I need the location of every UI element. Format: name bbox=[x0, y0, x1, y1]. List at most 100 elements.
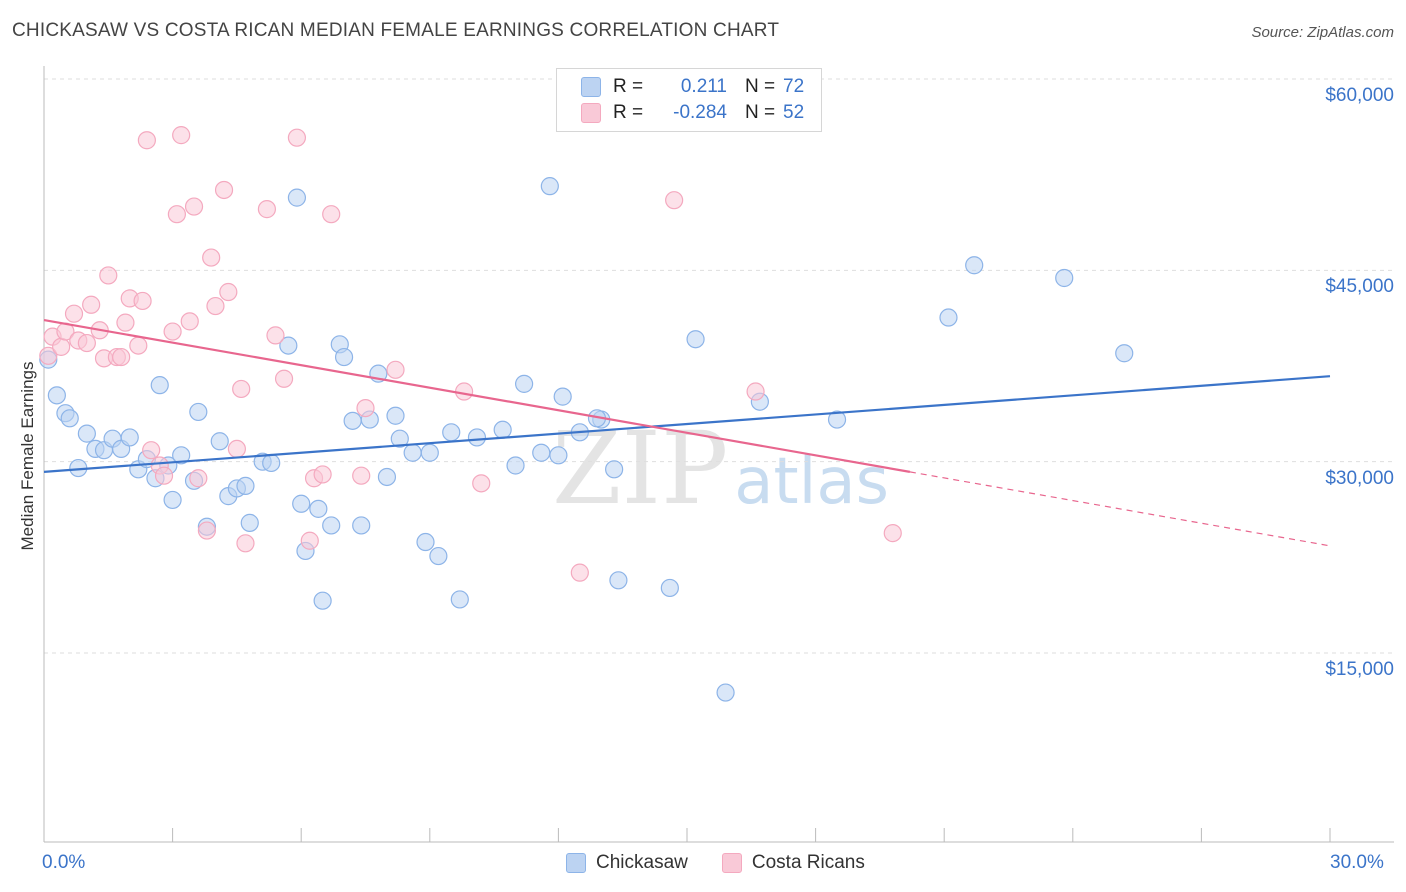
point-chickasaw bbox=[467, 428, 487, 447]
legend-row-chickasaw: R = 0.211 N = 72 bbox=[581, 75, 804, 99]
point-costa-ricans bbox=[227, 439, 246, 459]
point-chickasaw bbox=[716, 683, 735, 702]
trendline-costa-ricans bbox=[43, 318, 911, 473]
point-costa-ricans bbox=[99, 266, 118, 285]
point-costa-ricans bbox=[313, 465, 332, 484]
y-tick-label: $30,000 bbox=[1325, 467, 1394, 489]
point-chickasaw bbox=[292, 494, 311, 513]
y-tick-label: $45,000 bbox=[1325, 276, 1394, 298]
point-costa-ricans bbox=[287, 128, 307, 147]
y-axis-title: Median Female Earnings bbox=[18, 361, 37, 551]
legend-r-label: R = bbox=[613, 76, 644, 97]
point-chickasaw bbox=[377, 467, 397, 487]
point-costa-ricans bbox=[352, 466, 371, 485]
legend-row-costa-ricans: R = -0.284 N = 52 bbox=[581, 101, 804, 125]
point-chickasaw bbox=[163, 490, 182, 510]
point-chickasaw bbox=[540, 177, 559, 196]
point-costa-ricans bbox=[137, 131, 156, 150]
point-chickasaw bbox=[450, 590, 469, 609]
legend-swatch-costa-ricans bbox=[581, 103, 601, 123]
point-costa-ricans bbox=[266, 326, 285, 345]
point-chickasaw bbox=[322, 516, 341, 535]
point-chickasaw bbox=[309, 499, 328, 518]
point-costa-ricans bbox=[39, 346, 58, 365]
legend-r-value: -0.284 bbox=[673, 102, 727, 123]
point-chickasaw bbox=[420, 443, 439, 462]
point-costa-ricans bbox=[236, 534, 255, 553]
point-costa-ricans bbox=[184, 197, 204, 216]
point-costa-ricans bbox=[197, 521, 216, 540]
point-costa-ricans bbox=[77, 333, 96, 353]
legend-r-label: R = bbox=[613, 102, 644, 123]
legend-n-label: N = bbox=[745, 76, 776, 97]
point-chickasaw bbox=[605, 460, 624, 479]
point-costa-ricans bbox=[206, 296, 225, 316]
point-chickasaw bbox=[493, 420, 512, 439]
series-legend-chickasaw[interactable]: Chickasaw bbox=[566, 852, 688, 874]
series-legend-costa-ricans[interactable]: Costa Ricans bbox=[721, 852, 865, 874]
x-tick-label-max: 30.0% bbox=[1330, 852, 1384, 873]
watermark: ZIPatlas bbox=[552, 410, 889, 527]
point-costa-ricans bbox=[189, 469, 208, 488]
point-chickasaw bbox=[549, 446, 568, 465]
point-costa-ricans bbox=[300, 531, 319, 550]
point-chickasaw bbox=[262, 453, 281, 473]
point-costa-ricans bbox=[322, 205, 341, 224]
point-chickasaw bbox=[1115, 344, 1134, 363]
series-swatch-chickasaw bbox=[566, 853, 586, 873]
x-tick-label-min: 0.0% bbox=[42, 852, 86, 873]
point-costa-ricans bbox=[214, 180, 234, 200]
point-costa-ricans bbox=[112, 347, 131, 367]
point-costa-ricans bbox=[172, 126, 191, 145]
point-chickasaw bbox=[120, 428, 139, 447]
point-chickasaw bbox=[210, 432, 229, 451]
point-chickasaw bbox=[334, 347, 354, 367]
point-chickasaw bbox=[287, 188, 307, 207]
point-chickasaw bbox=[236, 476, 255, 496]
chart-title: CHICKASAW VS COSTA RICAN MEDIAN FEMALE E… bbox=[12, 20, 780, 41]
point-chickasaw bbox=[150, 376, 169, 395]
point-costa-ricans bbox=[202, 248, 221, 267]
point-costa-ricans bbox=[883, 523, 902, 543]
point-costa-ricans bbox=[356, 398, 375, 418]
point-chickasaw bbox=[343, 411, 362, 430]
point-costa-ricans bbox=[665, 191, 684, 210]
point-chickasaw bbox=[442, 423, 461, 442]
point-chickasaw bbox=[515, 374, 534, 393]
series-label-costa-ricans: Costa Ricans bbox=[751, 852, 865, 873]
legend-n-value: 72 bbox=[783, 76, 805, 97]
y-tick-label: $60,000 bbox=[1325, 85, 1394, 106]
legend-n-label: N = bbox=[745, 102, 776, 123]
point-costa-ricans bbox=[274, 369, 294, 388]
point-costa-ricans bbox=[167, 205, 186, 224]
point-chickasaw bbox=[416, 532, 435, 552]
point-costa-ricans bbox=[163, 322, 182, 341]
legend-r-value: 0.211 bbox=[680, 76, 727, 97]
series-label-chickasaw: Chickasaw bbox=[596, 852, 688, 873]
point-costa-ricans bbox=[232, 379, 251, 399]
y-tick-label: $15,000 bbox=[1325, 659, 1394, 680]
point-chickasaw bbox=[386, 406, 405, 425]
point-chickasaw bbox=[532, 443, 551, 462]
point-costa-ricans bbox=[180, 312, 199, 331]
point-chickasaw bbox=[506, 456, 525, 475]
point-chickasaw bbox=[609, 571, 628, 590]
point-chickasaw bbox=[279, 336, 298, 355]
point-chickasaw bbox=[189, 402, 208, 422]
point-chickasaw bbox=[172, 446, 191, 465]
point-costa-ricans bbox=[746, 382, 765, 401]
point-costa-ricans bbox=[219, 282, 238, 302]
point-costa-ricans bbox=[154, 466, 174, 485]
series-legend: Chickasaw Costa Ricans bbox=[566, 852, 899, 874]
point-costa-ricans bbox=[116, 313, 135, 332]
source-label: Source: ZipAtlas.com bbox=[1251, 24, 1394, 41]
point-costa-ricans bbox=[386, 360, 405, 379]
point-chickasaw bbox=[47, 386, 66, 405]
point-chickasaw bbox=[403, 443, 422, 462]
point-chickasaw bbox=[660, 578, 679, 598]
legend-n-value: 52 bbox=[783, 102, 805, 123]
point-costa-ricans bbox=[129, 336, 148, 355]
point-chickasaw bbox=[429, 546, 448, 566]
point-chickasaw bbox=[965, 256, 984, 275]
